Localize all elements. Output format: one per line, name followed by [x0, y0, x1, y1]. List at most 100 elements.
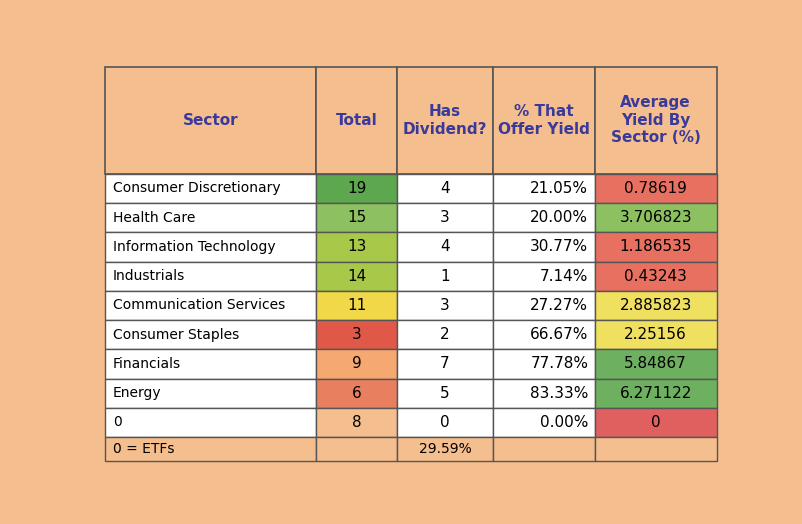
- Text: 9: 9: [352, 356, 362, 372]
- Text: Communication Services: Communication Services: [112, 299, 285, 312]
- Bar: [492, 291, 594, 320]
- Text: 77.78%: 77.78%: [530, 356, 589, 372]
- Bar: [492, 203, 594, 232]
- Bar: [594, 291, 717, 320]
- Bar: [398, 261, 492, 291]
- Bar: [316, 437, 398, 461]
- Text: 1: 1: [440, 269, 450, 283]
- Text: 14: 14: [347, 269, 367, 283]
- Text: 7: 7: [440, 356, 450, 372]
- Text: 0.43243: 0.43243: [624, 269, 687, 283]
- Bar: [398, 379, 492, 408]
- Text: % That
Offer Yield: % That Offer Yield: [497, 104, 589, 137]
- Text: 0 = ETFs: 0 = ETFs: [112, 442, 174, 456]
- Bar: [105, 67, 316, 174]
- Bar: [316, 320, 398, 350]
- Text: 0.00%: 0.00%: [540, 415, 589, 430]
- Text: 19: 19: [347, 181, 367, 196]
- Text: Industrials: Industrials: [112, 269, 185, 283]
- Bar: [316, 408, 398, 437]
- Bar: [316, 67, 398, 174]
- Text: 4: 4: [440, 239, 450, 255]
- Bar: [105, 261, 316, 291]
- Text: 29.59%: 29.59%: [419, 442, 472, 456]
- Text: Has
Dividend?: Has Dividend?: [403, 104, 488, 137]
- Text: 66.67%: 66.67%: [530, 327, 589, 342]
- Text: Total: Total: [336, 113, 378, 128]
- Bar: [398, 408, 492, 437]
- Bar: [594, 437, 717, 461]
- Bar: [594, 320, 717, 350]
- Bar: [594, 67, 717, 174]
- Bar: [594, 203, 717, 232]
- Text: 2.885823: 2.885823: [619, 298, 692, 313]
- Bar: [492, 174, 594, 203]
- Text: 2: 2: [440, 327, 450, 342]
- Bar: [398, 174, 492, 203]
- Bar: [105, 203, 316, 232]
- Text: 8: 8: [352, 415, 362, 430]
- Text: Average
Yield By
Sector (%): Average Yield By Sector (%): [611, 95, 701, 145]
- Text: 0.78619: 0.78619: [624, 181, 687, 196]
- Text: 6: 6: [352, 386, 362, 401]
- Bar: [105, 379, 316, 408]
- Bar: [492, 437, 594, 461]
- Text: Consumer Discretionary: Consumer Discretionary: [112, 181, 281, 195]
- Bar: [492, 379, 594, 408]
- Bar: [105, 320, 316, 350]
- Bar: [398, 203, 492, 232]
- Text: 4: 4: [440, 181, 450, 196]
- Bar: [316, 174, 398, 203]
- Bar: [105, 232, 316, 261]
- Text: 6.271122: 6.271122: [619, 386, 692, 401]
- Text: 11: 11: [347, 298, 367, 313]
- Bar: [398, 67, 492, 174]
- Bar: [316, 291, 398, 320]
- Text: 2.25156: 2.25156: [624, 327, 687, 342]
- Text: 5: 5: [440, 386, 450, 401]
- Text: 3.706823: 3.706823: [619, 210, 692, 225]
- Bar: [105, 408, 316, 437]
- Text: 3: 3: [440, 210, 450, 225]
- Text: Information Technology: Information Technology: [112, 240, 275, 254]
- Bar: [594, 174, 717, 203]
- Text: 3: 3: [352, 327, 362, 342]
- Text: 0: 0: [651, 415, 661, 430]
- Bar: [105, 350, 316, 379]
- Text: 20.00%: 20.00%: [530, 210, 589, 225]
- Bar: [316, 232, 398, 261]
- Bar: [594, 232, 717, 261]
- Bar: [492, 232, 594, 261]
- Bar: [398, 232, 492, 261]
- Text: Health Care: Health Care: [112, 211, 195, 225]
- Bar: [492, 350, 594, 379]
- Bar: [594, 379, 717, 408]
- Bar: [492, 67, 594, 174]
- Text: 83.33%: 83.33%: [530, 386, 589, 401]
- Text: 21.05%: 21.05%: [530, 181, 589, 196]
- Bar: [398, 291, 492, 320]
- Bar: [316, 350, 398, 379]
- Bar: [105, 437, 316, 461]
- Text: 0: 0: [440, 415, 450, 430]
- Bar: [398, 350, 492, 379]
- Bar: [492, 261, 594, 291]
- Text: Consumer Staples: Consumer Staples: [112, 328, 239, 342]
- Text: 1.186535: 1.186535: [619, 239, 692, 255]
- Bar: [594, 408, 717, 437]
- Text: 27.27%: 27.27%: [530, 298, 589, 313]
- Bar: [105, 174, 316, 203]
- Bar: [492, 408, 594, 437]
- Text: 30.77%: 30.77%: [530, 239, 589, 255]
- Bar: [594, 350, 717, 379]
- Text: Energy: Energy: [112, 386, 161, 400]
- Text: 13: 13: [347, 239, 367, 255]
- Bar: [316, 379, 398, 408]
- Text: 5.84867: 5.84867: [624, 356, 687, 372]
- Text: 15: 15: [347, 210, 367, 225]
- Bar: [105, 291, 316, 320]
- Bar: [316, 203, 398, 232]
- Bar: [594, 261, 717, 291]
- Bar: [316, 261, 398, 291]
- Text: 3: 3: [440, 298, 450, 313]
